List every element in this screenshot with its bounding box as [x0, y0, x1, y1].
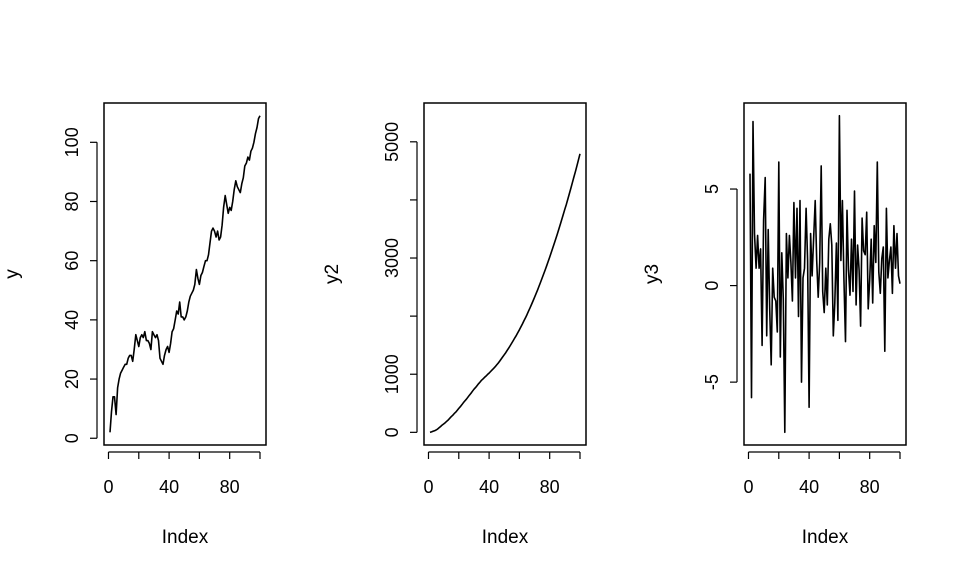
- x-tick-label: 0: [103, 477, 113, 497]
- y-axis-label: y: [2, 269, 23, 279]
- x-tick-label: 40: [479, 477, 499, 497]
- x-tick-label: 40: [799, 477, 819, 497]
- x-tick-label: 40: [159, 477, 179, 497]
- x-axis-label: Index: [802, 527, 849, 548]
- y-tick-label: 0: [702, 281, 722, 291]
- y-tick-label: 40: [62, 310, 82, 330]
- plot-frame: [103, 102, 267, 446]
- y-tick-label: 0: [62, 433, 82, 443]
- y-tick-label: 100: [62, 127, 82, 157]
- series-line: [109, 115, 261, 433]
- y-tick-label: -5: [702, 374, 722, 390]
- y-tick-label: 80: [62, 191, 82, 211]
- y-tick-label: 20: [62, 369, 82, 389]
- y-tick-label: 1000: [382, 354, 402, 394]
- series-line: [429, 153, 581, 434]
- x-axis-label: Index: [482, 527, 529, 548]
- y-axis-label: y2: [322, 264, 343, 284]
- chart-panel-2: 0 40 80 0 1000 3000 5000 Index y2: [322, 102, 587, 548]
- y-tick-label: 0: [382, 427, 402, 437]
- y-axis-label: y3: [642, 264, 663, 284]
- plot-frame: [423, 102, 587, 446]
- x-tick-label: 0: [743, 477, 753, 497]
- x-tick-label: 80: [540, 477, 560, 497]
- x-tick-label: 80: [220, 477, 240, 497]
- x-tick-label: 0: [423, 477, 433, 497]
- x-axis-label: Index: [162, 527, 209, 548]
- chart-panel-1: 0 40 80 0 20 40 60 80 100 Index y: [2, 102, 267, 548]
- x-tick-label: 80: [860, 477, 880, 497]
- y-tick-label: 60: [62, 251, 82, 271]
- chart-panel-3: 0 40 80 -5 0 5 Index y3: [642, 102, 907, 548]
- y-tick-label: 5000: [382, 122, 402, 162]
- y-tick-label: 5: [702, 184, 722, 194]
- plot-frame: [743, 102, 907, 446]
- series-line: [749, 114, 901, 434]
- y-tick-label: 3000: [382, 238, 402, 278]
